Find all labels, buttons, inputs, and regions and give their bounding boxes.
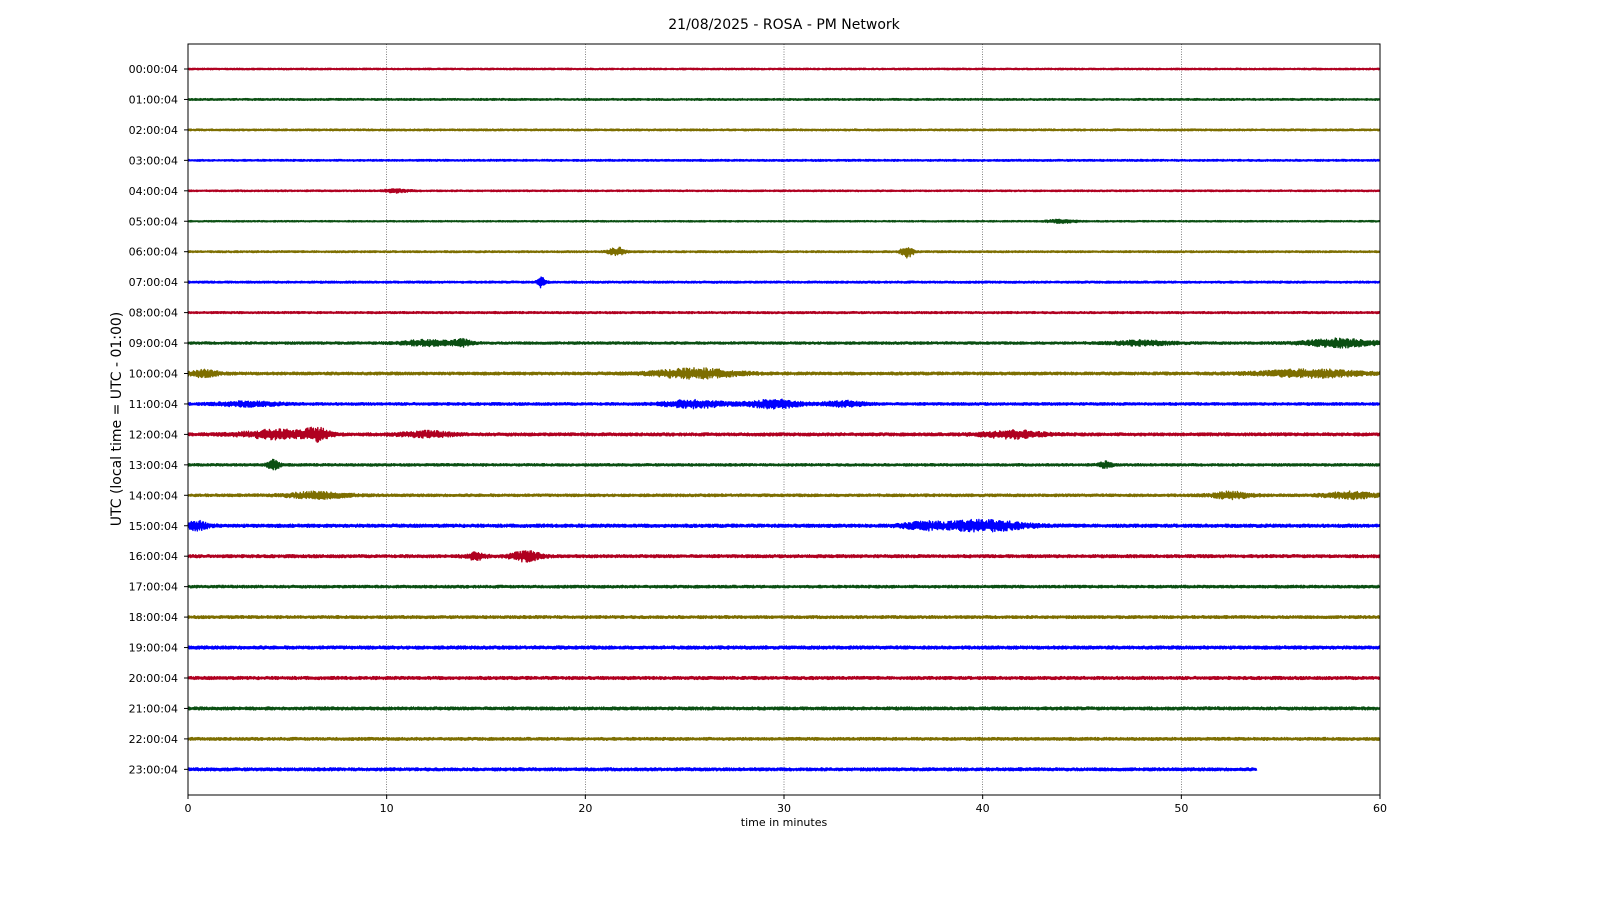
y-axis-label: UTC (local time = UTC - 01:00) (109, 312, 125, 527)
seismic-trace-20-00-04 (187, 675, 1381, 681)
y-tick-label: 20:00:04 (129, 672, 178, 685)
x-tick-label: 50 (1174, 802, 1188, 815)
seismic-trace-02-00-04 (187, 128, 1381, 132)
seismic-trace-07-00-04 (187, 276, 1381, 289)
seismic-trace-01-00-04 (187, 97, 1381, 102)
y-tick-label: 04:00:04 (129, 185, 178, 198)
y-tick-label: 09:00:04 (129, 337, 178, 350)
seismic-trace-12-00-04 (187, 426, 1381, 443)
y-tick-label: 02:00:04 (129, 124, 178, 137)
y-tick-label: 10:00:04 (129, 368, 178, 381)
seismic-trace-22-00-04 (187, 736, 1381, 741)
seismic-trace-19-00-04 (187, 645, 1381, 650)
y-tick-label: 18:00:04 (129, 611, 178, 624)
seismic-trace-09-00-04 (187, 337, 1381, 349)
y-tick-label: 23:00:04 (129, 763, 178, 776)
seismic-trace-15-00-04 (187, 518, 1381, 533)
x-tick-label: 10 (380, 802, 394, 815)
seismic-trace-18-00-04 (187, 615, 1381, 620)
y-tick-label: 03:00:04 (129, 154, 178, 167)
x-tick-label: 0 (185, 802, 192, 815)
seismic-trace-11-00-04 (187, 398, 1381, 410)
seismic-trace-13-00-04 (187, 458, 1381, 471)
y-tick-label: 08:00:04 (129, 307, 178, 320)
y-tick-label: 22:00:04 (129, 733, 178, 746)
y-tick-label: 15:00:04 (129, 520, 178, 533)
x-axis-ticks: 0 10 20 30 40 50 60 (185, 795, 1387, 815)
y-tick-label: 00:00:04 (129, 63, 178, 76)
seismic-trace-23-00-04 (187, 767, 1258, 772)
y-axis-ticks: 00:00:04 01:00:04 02:00:04 03:00:04 04:00:04… (129, 63, 188, 776)
y-tick-label: 19:00:04 (129, 642, 178, 655)
seismic-trace-06-00-04 (187, 246, 1381, 259)
seismic-trace-14-00-04 (187, 490, 1381, 501)
y-tick-label: 13:00:04 (129, 459, 178, 472)
y-tick-label: 16:00:04 (129, 550, 178, 563)
seismic-trace-10-00-04 (187, 367, 1381, 380)
y-tick-label: 01:00:04 (129, 93, 178, 106)
seismic-trace-04-00-04 (187, 188, 1381, 194)
seismic-traces (187, 67, 1381, 772)
y-tick-label: 14:00:04 (129, 489, 178, 502)
y-tick-label: 06:00:04 (129, 246, 178, 259)
x-tick-label: 30 (777, 802, 791, 815)
seismic-trace-17-00-04 (187, 584, 1381, 589)
chart-title: 21/08/2025 - ROSA - PM Network (668, 17, 900, 33)
y-tick-label: 11:00:04 (129, 398, 178, 411)
y-tick-label: 05:00:04 (129, 215, 178, 228)
y-tick-label: 21:00:04 (129, 702, 178, 715)
y-tick-label: 07:00:04 (129, 276, 178, 289)
x-tick-label: 20 (578, 802, 592, 815)
y-tick-label: 12:00:04 (129, 428, 178, 441)
seismic-trace-05-00-04 (187, 218, 1381, 225)
seismic-trace-08-00-04 (187, 310, 1381, 315)
y-tick-label: 17:00:04 (129, 581, 178, 594)
seismic-trace-21-00-04 (187, 706, 1381, 711)
seismic-trace-16-00-04 (187, 550, 1381, 563)
x-gridlines (386, 44, 1182, 795)
x-tick-label: 40 (976, 802, 990, 815)
seismic-trace-00-00-04 (187, 67, 1381, 71)
x-tick-label: 60 (1373, 802, 1387, 815)
seismic-trace-03-00-04 (187, 158, 1381, 162)
x-axis-label: time in minutes (741, 816, 828, 829)
